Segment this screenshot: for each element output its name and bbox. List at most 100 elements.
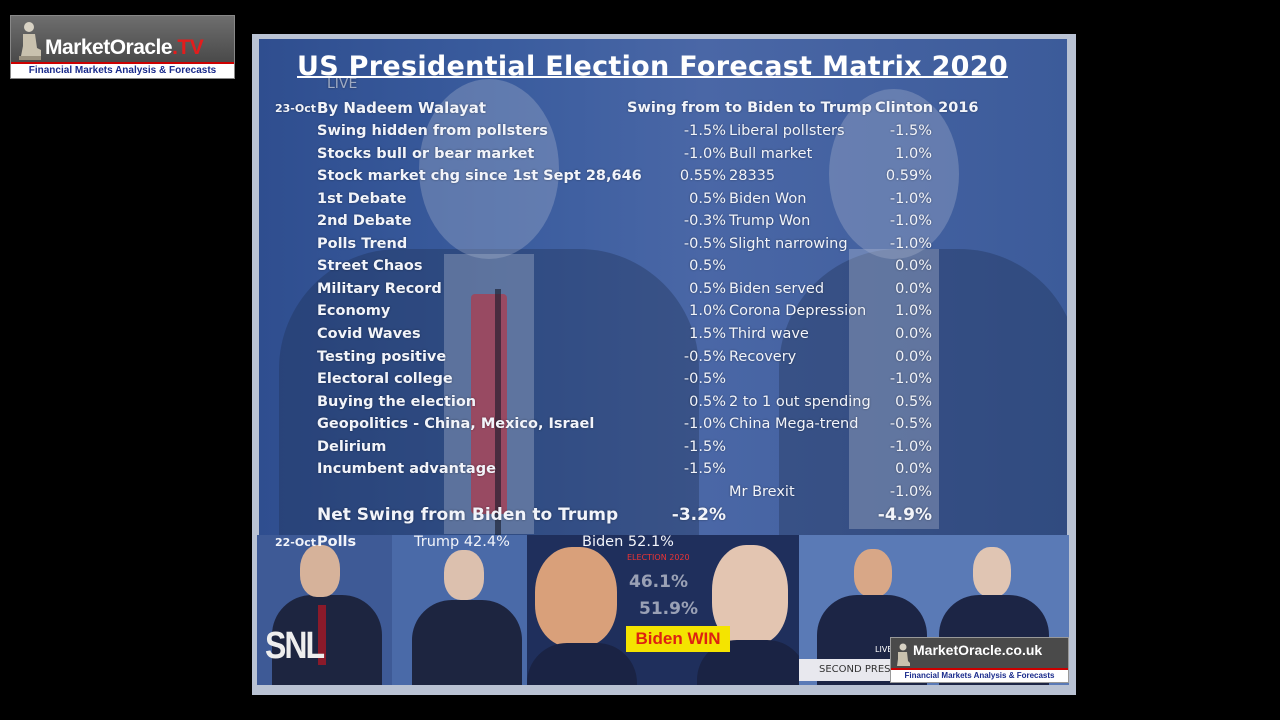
- matrix-row-label: 2nd Debate: [317, 213, 412, 230]
- strip-date: 22-Oct: [275, 536, 317, 549]
- matrix-row-swing: -1.5%: [683, 438, 726, 455]
- snl-trump-tie: [318, 605, 326, 665]
- matrix-row-swing: -0.5%: [683, 371, 726, 388]
- matrix-row-label: Polls Trend: [317, 235, 408, 252]
- matrix-row-clinton: 0.0%: [895, 280, 932, 297]
- second-pres-text: SECOND PRES: [819, 664, 891, 675]
- biden-suit-silhouette: [779, 249, 1067, 535]
- matrix-row-label: Street Chaos: [317, 258, 423, 275]
- polls-thumbnail-strip: ELECTION 2020 46.1% 51.9% Biden WIN SECO…: [257, 535, 1069, 685]
- matrix-row-note: Liberal pollsters: [729, 123, 845, 139]
- matrix-row-label: Swing hidden from pollsters: [317, 123, 548, 139]
- matrix-row-clinton: -1.0%: [889, 483, 932, 500]
- microphone: [495, 289, 501, 535]
- matrix-row-label: Incumbent advantage: [317, 461, 496, 478]
- matrix-row-swing: 1.5%: [689, 325, 726, 342]
- matrix-row-swing: -0.5%: [683, 235, 726, 252]
- watermark-title: MarketOracle.co.uk: [913, 642, 1043, 658]
- matrix-row-label: Covid Waves: [317, 325, 421, 342]
- author-byline: By Nadeem Walayat: [317, 99, 487, 117]
- biden-win-banner: Biden WIN: [626, 626, 730, 652]
- matrix-row-note: Corona Depression: [729, 303, 867, 320]
- second-presidential-bar: SECOND PRES LIVE: [799, 645, 899, 681]
- snl-biden-face: [444, 550, 484, 600]
- matrix-row-clinton: 0.0%: [895, 461, 932, 478]
- watermark-tagline: Financial Markets Analysis & Forecasts: [891, 668, 1068, 682]
- matrix-row-note: Biden Won: [729, 190, 807, 207]
- swing-column-header: Swing from to Biden to Trump: [627, 100, 872, 116]
- marketoracle-tv-logo: MarketOracle.TV Financial Markets Analys…: [10, 15, 235, 79]
- snl-trump-face: [300, 545, 340, 597]
- matrix-row-swing: -0.3%: [683, 213, 726, 230]
- biden-percent: 51.9%: [639, 599, 698, 619]
- snl-logo: SNL: [265, 623, 325, 667]
- biden-head-silhouette: [829, 89, 959, 259]
- forecast-slide: LIVE US Presidential Election Forecast M…: [252, 34, 1076, 695]
- matrix-row-clinton: -1.5%: [889, 123, 932, 139]
- matrix-row-label: Electoral college: [317, 371, 453, 388]
- matrix-row-note: 28335: [729, 168, 776, 185]
- matrix-row-note: Third wave: [729, 325, 809, 342]
- matrix-row-label: Economy: [317, 303, 391, 320]
- matrix-row-label: Stock market chg since 1st Sept 28,646: [317, 168, 642, 185]
- matrix-row-clinton: -1.0%: [889, 371, 932, 388]
- matrix-row-note: 2 to 1 out spending: [729, 393, 871, 410]
- matrix-row-clinton: -1.0%: [889, 190, 932, 207]
- matrix-row-note: Trump Won: [729, 213, 811, 230]
- matrix-row-swing: -1.0%: [683, 416, 726, 433]
- matrix-row-label: Delirium: [317, 438, 387, 455]
- election-2020-tag: ELECTION 2020: [627, 553, 690, 562]
- logo-tagline: Financial Markets Analysis & Forecasts: [11, 62, 234, 78]
- matrix-row-swing: 0.5%: [689, 393, 726, 410]
- live-small-text: LIVE: [875, 645, 893, 654]
- matrix-row-clinton: 0.59%: [885, 168, 932, 185]
- matrix-row-note: Bull market: [729, 145, 813, 162]
- matrix-row-swing: 0.55%: [679, 168, 726, 185]
- matrix-row-swing: 0.5%: [689, 190, 726, 207]
- matrix-row-note: Recovery: [729, 348, 797, 365]
- matrix-row-note: Mr Brexit: [729, 483, 795, 500]
- debate-trump-face: [854, 549, 892, 597]
- net-clinton-value: -4.9%: [877, 505, 932, 525]
- snl-trump-thumbnail: [257, 535, 392, 685]
- trump-poll: Trump 42.4%: [414, 535, 510, 550]
- matrix-row-clinton: 0.0%: [895, 258, 932, 275]
- matrix-row-clinton: 1.0%: [895, 303, 932, 320]
- trump-tie: [471, 294, 507, 514]
- snl-biden-suit: [412, 600, 522, 685]
- forecast-matrix-panel: LIVE US Presidential Election Forecast M…: [259, 39, 1067, 535]
- matrix-row-swing: 1.0%: [689, 303, 726, 320]
- trump-head-silhouette: [419, 79, 559, 259]
- matrix-row-label: Buying the election: [317, 393, 477, 410]
- net-swing-label: Net Swing from Biden to Trump: [317, 505, 619, 525]
- trump-face: [535, 547, 617, 647]
- matrix-row-note: China Mega-trend: [729, 416, 859, 433]
- slide-title: US Presidential Election Forecast Matrix…: [297, 51, 1008, 82]
- matrix-row-label: Testing positive: [317, 348, 447, 365]
- trump-suit: [527, 643, 637, 685]
- marketoracle-watermark: MarketOracle.co.uk Financial Markets Ana…: [890, 637, 1069, 683]
- logo-title: MarketOracle.TV: [45, 36, 204, 59]
- trump-percent: 46.1%: [629, 572, 688, 592]
- matrix-row-swing: -0.5%: [683, 348, 726, 365]
- matrix-row-clinton: 0.0%: [895, 325, 932, 342]
- clinton-column-header: Clinton 2016: [875, 100, 979, 116]
- matrix-row-swing: -1.0%: [683, 145, 726, 162]
- matrix-row-note: Slight narrowing: [729, 235, 848, 252]
- matrix-row-clinton: -1.0%: [889, 235, 932, 252]
- matrix-row-clinton: -1.0%: [889, 438, 932, 455]
- matrix-row-clinton: 1.0%: [895, 145, 932, 162]
- matrix-row-clinton: 0.5%: [895, 393, 932, 410]
- matrix-row-label: Geopolitics - China, Mexico, Israel: [317, 416, 595, 433]
- election-2020-thumbnail: ELECTION 2020 46.1% 51.9% Biden WIN: [527, 535, 799, 685]
- thinker-statue-icon: [19, 22, 41, 60]
- matrix-row-swing: 0.5%: [689, 280, 726, 297]
- snl-trump-suit: [272, 595, 382, 685]
- matrix-row-swing: 0.5%: [689, 258, 726, 275]
- matrix-row-note: Biden served: [729, 280, 825, 297]
- biden-poll: Biden 52.1%: [582, 535, 674, 550]
- matrix-row-label: 1st Debate: [317, 190, 407, 207]
- net-swing-value: -3.2%: [671, 505, 726, 525]
- matrix-row-clinton: -0.5%: [889, 416, 932, 433]
- matrix-row-label: Stocks bull or bear market: [317, 145, 535, 162]
